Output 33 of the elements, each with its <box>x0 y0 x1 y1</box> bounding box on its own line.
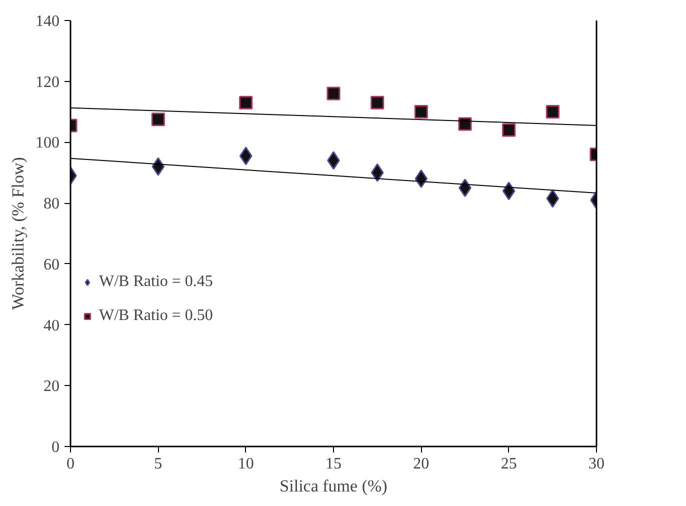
x-tick-label: 20 <box>413 456 430 472</box>
point <box>502 182 516 200</box>
y-tick-label: 20 <box>44 378 60 396</box>
y-tick-label: 140 <box>36 13 60 30</box>
point <box>370 96 384 110</box>
y-tick-label: 120 <box>36 74 60 91</box>
point <box>546 105 560 119</box>
y-tick-label: 40 <box>44 317 60 334</box>
x-tick-label: 15 <box>326 456 342 472</box>
point <box>370 163 384 182</box>
x-tick-label: 5 <box>154 456 162 472</box>
y-tick-label: 100 <box>36 134 60 152</box>
point <box>152 157 165 176</box>
point <box>546 189 560 208</box>
point <box>239 146 252 166</box>
x-axis-title: Silica fume (%) <box>280 476 388 496</box>
legend-label: W/B Ratio = 0.50 <box>99 307 213 325</box>
x-tick-label: 0 <box>66 456 74 472</box>
y-tick-label: 0 <box>52 439 60 456</box>
point <box>502 123 516 137</box>
x-tick-label: 30 <box>588 456 604 472</box>
x-tick-label: 10 <box>238 456 254 472</box>
point <box>239 96 253 110</box>
point <box>151 112 165 126</box>
y-tick-label: 60 <box>44 256 60 274</box>
point <box>414 169 428 188</box>
x-tick-label: 25 <box>500 456 517 472</box>
point <box>458 117 472 131</box>
point <box>414 105 428 119</box>
y-tick-label: 80 <box>44 196 60 213</box>
point <box>326 86 340 100</box>
y-axis-title: Workability, (% Flow) <box>8 157 28 310</box>
legend-label: W/B Ratio = 0.45 <box>99 273 213 291</box>
